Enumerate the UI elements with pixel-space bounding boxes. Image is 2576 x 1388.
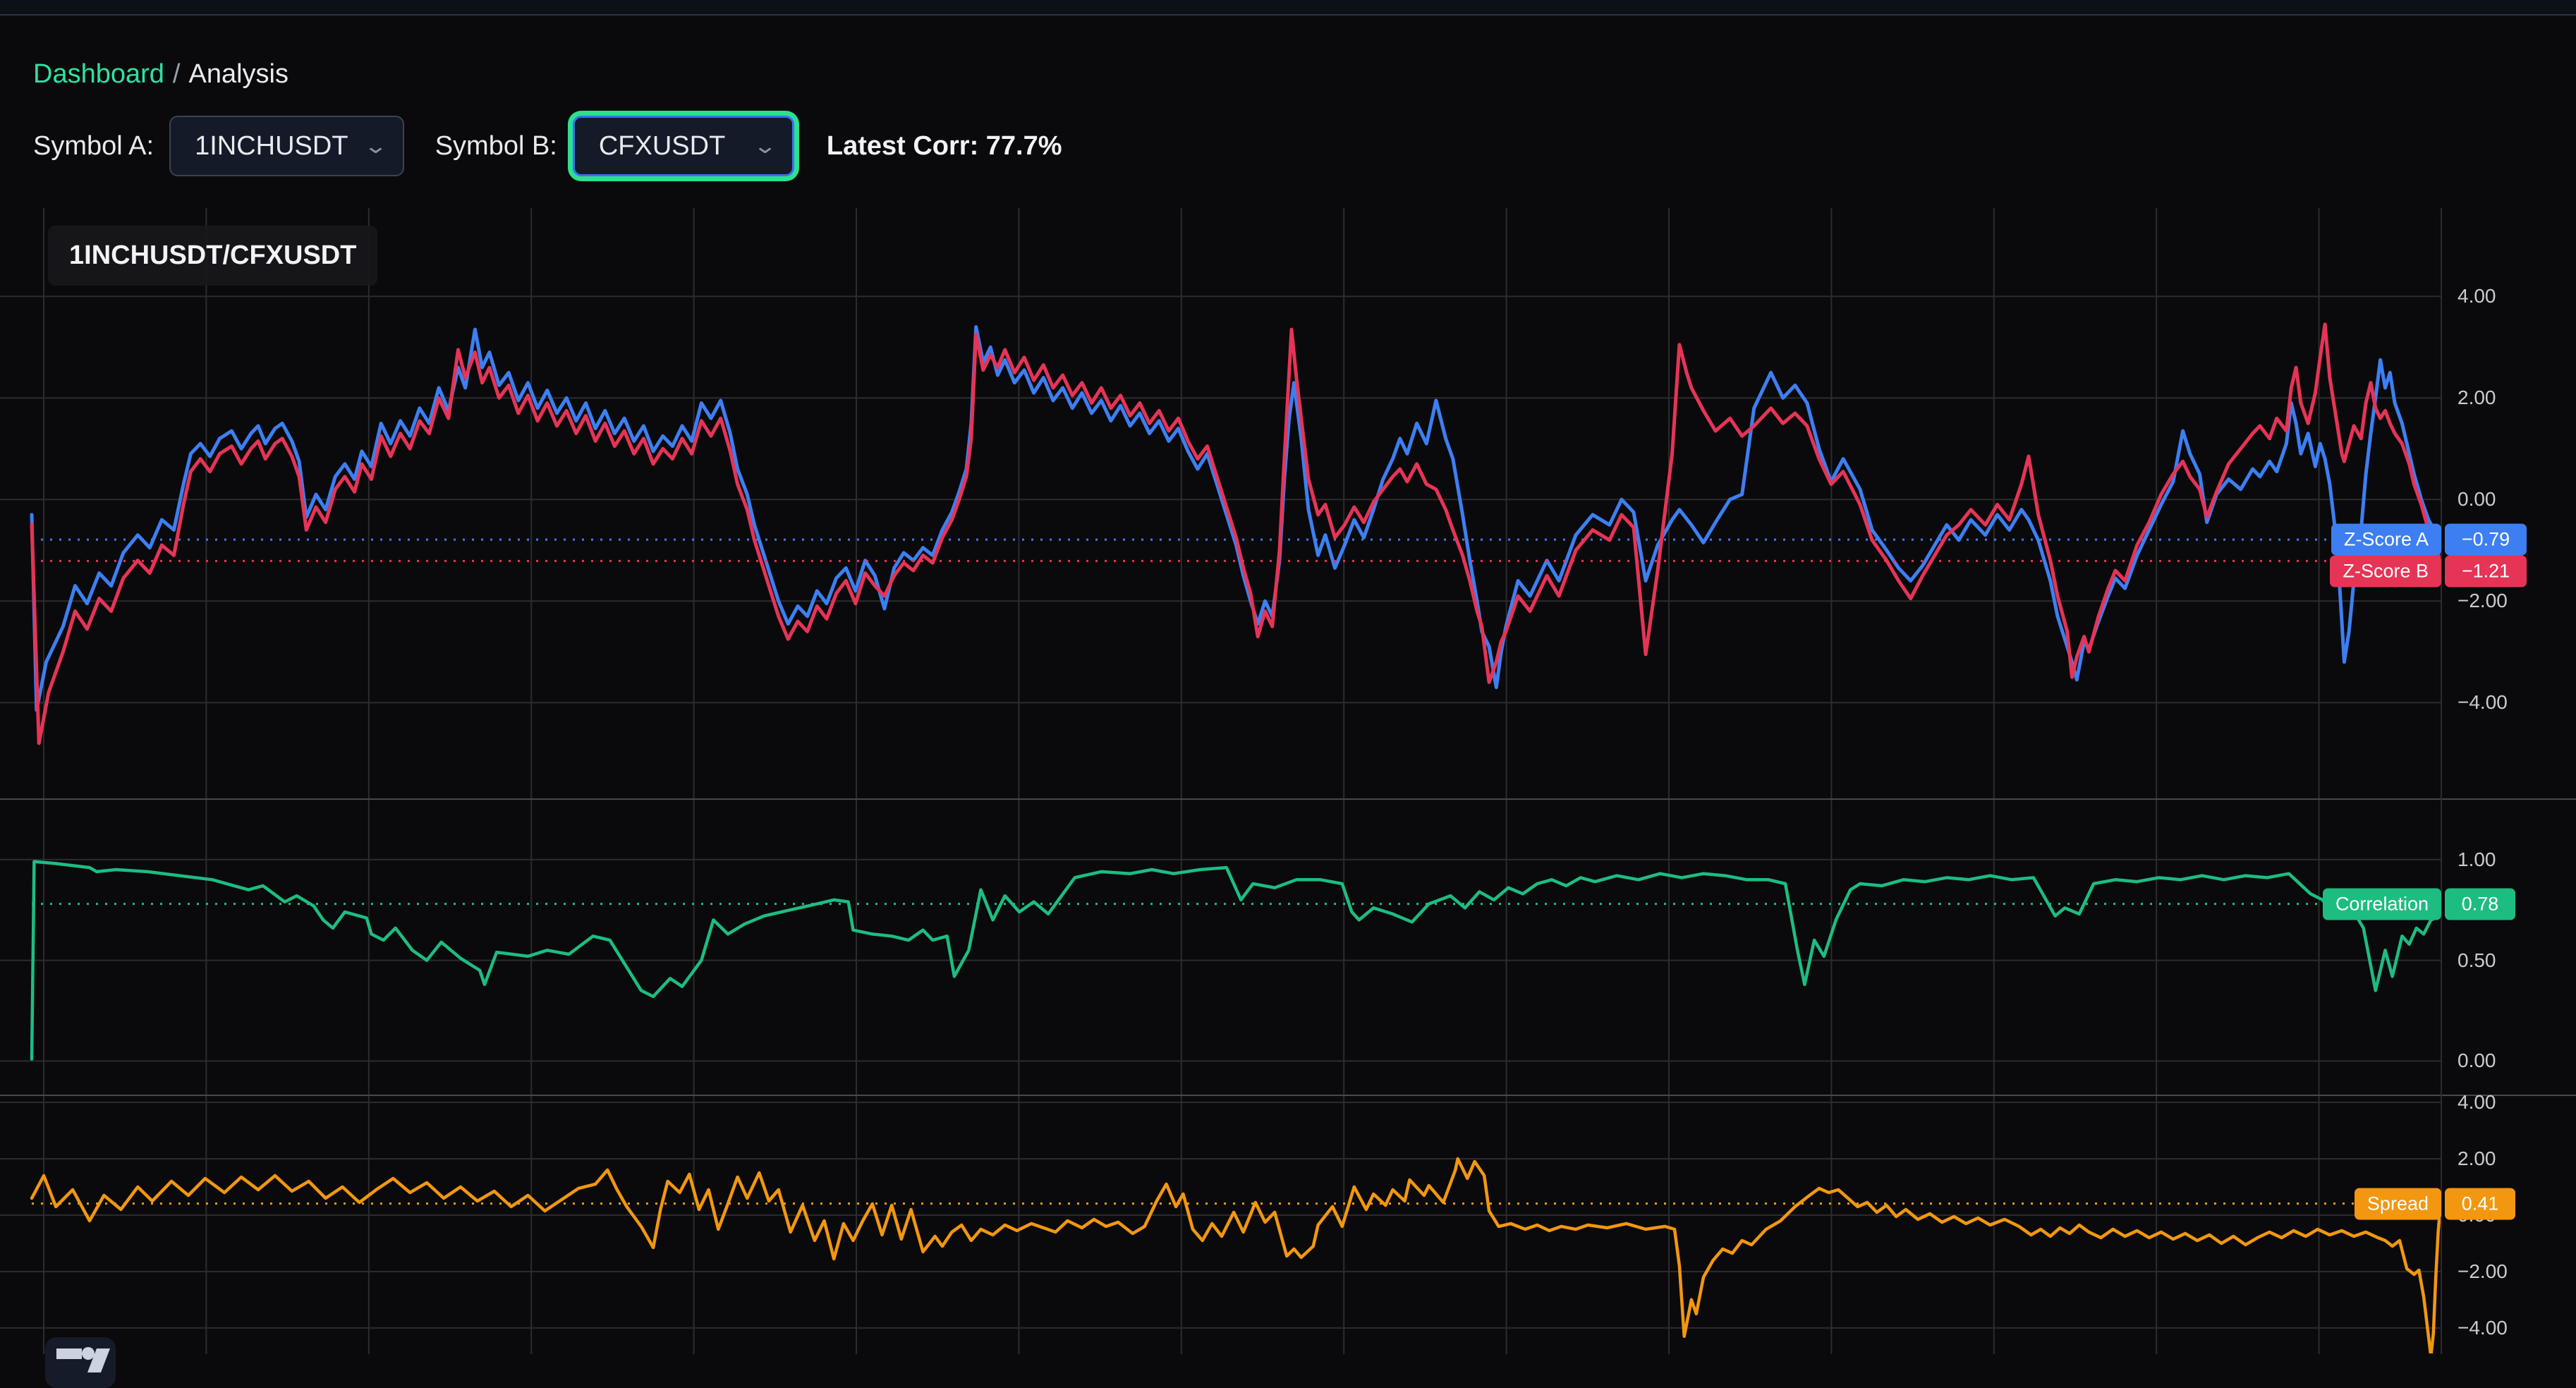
axis-tick-label: −2.00 bbox=[2457, 1260, 2508, 1283]
price-scale[interactable] bbox=[2441, 208, 2576, 1354]
axis-tick-label: 0.00 bbox=[2457, 488, 2496, 511]
z-score-b-badge: Z-Score B bbox=[2330, 556, 2441, 588]
spread-badge: Spread bbox=[2355, 1188, 2441, 1219]
z-score-b-value-badge: −1.21 bbox=[2445, 556, 2527, 588]
latest-corr-readout: Latest Corr: 77.7% bbox=[827, 131, 1062, 162]
breadcrumb-separator: / bbox=[173, 59, 181, 90]
chevron-down-icon: ⌄ bbox=[363, 134, 388, 159]
axis-tick-label: 1.00 bbox=[2457, 848, 2496, 871]
symbol-b-value: CFXUSDT bbox=[599, 131, 725, 162]
spread-line bbox=[32, 1159, 2441, 1354]
breadcrumb: Dashboard / Analysis bbox=[33, 59, 288, 90]
tradingview-logo[interactable] bbox=[45, 1337, 116, 1388]
breadcrumb-dashboard-link[interactable]: Dashboard bbox=[33, 59, 164, 90]
axis-tick-label: 0.00 bbox=[2457, 1049, 2496, 1072]
z-score-b-line bbox=[32, 324, 2441, 743]
axis-tick-label: −4.00 bbox=[2457, 691, 2508, 714]
z-score-a-value-badge: −0.79 bbox=[2445, 524, 2527, 556]
correlation-badge: Correlation bbox=[2323, 888, 2441, 920]
z-score-a-badge: Z-Score A bbox=[2331, 524, 2441, 556]
chart-plot-area[interactable] bbox=[0, 0, 2576, 1354]
chart-canvas[interactable] bbox=[0, 0, 2576, 1354]
symbol-b-label: Symbol B: bbox=[435, 131, 557, 162]
axis-tick-label: −4.00 bbox=[2457, 1317, 2508, 1339]
breadcrumb-current: Analysis bbox=[188, 59, 288, 90]
axis-tick-label: −2.00 bbox=[2457, 590, 2508, 612]
symbol-controls: Symbol A: 1INCHUSDT ⌄ Symbol B: CFXUSDT … bbox=[33, 114, 1062, 178]
chart-title: 1INCHUSDT/CFXUSDT bbox=[48, 226, 377, 286]
chevron-down-icon: ⌄ bbox=[753, 134, 777, 159]
symbol-a-select[interactable]: 1INCHUSDT ⌄ bbox=[169, 116, 404, 176]
correlation-value-badge: 0.78 bbox=[2445, 888, 2515, 920]
symbol-a-value: 1INCHUSDT bbox=[195, 131, 348, 162]
axis-tick-label: 4.00 bbox=[2457, 1091, 2496, 1114]
axis-tick-label: 2.00 bbox=[2457, 386, 2496, 409]
top-bar bbox=[0, 0, 2576, 16]
axis-tick-label: 0.50 bbox=[2457, 949, 2496, 972]
spread-value-badge: 0.41 bbox=[2445, 1188, 2515, 1219]
symbol-a-label: Symbol A: bbox=[33, 131, 154, 162]
symbol-b-select[interactable]: CFXUSDT ⌄ bbox=[573, 116, 794, 176]
axis-tick-label: 2.00 bbox=[2457, 1147, 2496, 1170]
axis-tick-label: 4.00 bbox=[2457, 285, 2496, 308]
